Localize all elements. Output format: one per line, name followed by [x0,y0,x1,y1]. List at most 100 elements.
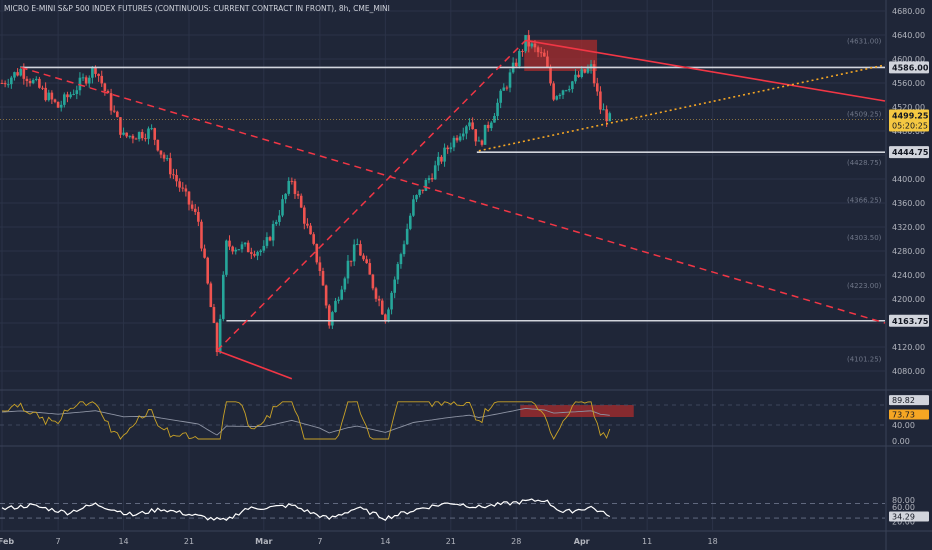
candle-body [387,309,390,322]
candle-body [461,133,465,137]
candle-body [150,128,153,130]
candle [530,42,534,49]
candle-body [502,87,506,91]
candle [521,49,524,57]
candle-body [66,94,69,98]
candle [97,73,100,82]
candle [16,68,19,77]
candle [203,244,206,259]
candle-body [393,279,396,293]
candle-body [172,174,175,176]
rsi-line [1,401,611,440]
fib-level-label: (4223.00) [847,282,882,290]
candle [268,235,272,242]
candle [169,152,172,179]
candle [34,76,38,82]
candle-body [103,83,107,92]
candle-body [63,94,66,105]
rsi-zone [520,405,634,417]
candle [228,235,231,251]
candle-body [197,211,200,222]
candle [421,189,425,194]
candle [496,98,499,121]
candle [571,80,574,93]
candle-body [486,124,490,129]
candle [200,219,203,252]
candle [178,178,181,192]
candle-body [362,255,365,260]
candle [10,75,13,89]
candle [231,245,234,255]
candle-body [405,228,409,245]
candle [443,143,446,167]
candle [340,285,344,301]
candle-body [390,292,393,310]
candle-body [112,110,116,112]
candle-body [505,87,509,89]
price-tick: 4400.00 [892,175,925,184]
level-badge [889,61,929,74]
candle [583,68,587,74]
candle-body [259,250,262,253]
candle-body [608,113,612,122]
candle-body [577,74,580,77]
candle-body [290,180,294,182]
candle-body [418,189,421,195]
candle-body [225,240,228,275]
candle-body [349,260,353,262]
candle [47,89,51,102]
candle-body [262,245,266,251]
price-tick: 4120.00 [892,343,925,352]
candle [446,145,449,154]
candle [499,88,502,109]
candle [331,310,334,330]
candle-body [455,137,459,141]
candle [299,193,303,209]
candle-body [253,253,256,256]
candle-body [371,274,375,289]
candle [221,271,225,322]
time-tick: 28 [511,537,521,546]
candle-body [165,158,169,160]
candle [418,189,421,198]
level-badge [889,314,929,327]
candle-body [327,305,331,326]
candle [408,213,412,231]
candle-body [471,122,474,130]
candle-body [34,78,38,80]
candle-body [10,77,13,85]
candle-body [536,47,540,53]
candle-body [334,300,337,313]
candle [140,129,144,141]
candle-body [209,283,213,308]
candle-body [59,104,63,108]
candle [137,131,141,142]
candle-body [41,87,44,89]
candle-body [312,234,315,244]
candle [561,89,565,100]
candle-body [78,77,82,91]
time-tick: 7 [56,537,61,546]
candle-body [231,246,234,252]
candle [31,78,35,85]
candle [262,240,266,253]
candle-body [28,81,32,84]
candle [567,85,571,93]
dotted-trendline [478,64,886,152]
candle [243,242,247,247]
candle-body [25,78,29,82]
last-price-label: 4499.25 [892,111,929,120]
candle-body [50,92,54,100]
candle-body [16,72,19,76]
candle [577,70,580,78]
candle [396,261,400,284]
candle [321,267,325,286]
candle [296,190,300,199]
candle-body [483,124,487,145]
candle [175,169,178,187]
candle [63,92,66,108]
trendlines [0,39,886,380]
candle-body [514,62,518,67]
candle-body [134,138,138,140]
